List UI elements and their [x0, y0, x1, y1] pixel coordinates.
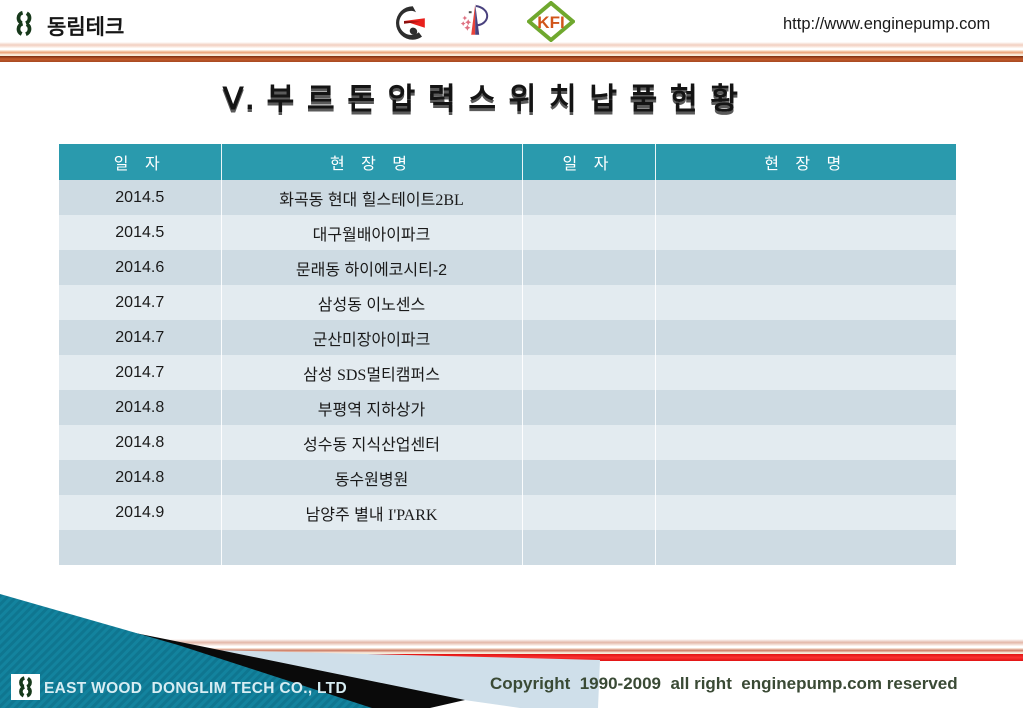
svg-text:KFI: KFI [537, 13, 564, 32]
